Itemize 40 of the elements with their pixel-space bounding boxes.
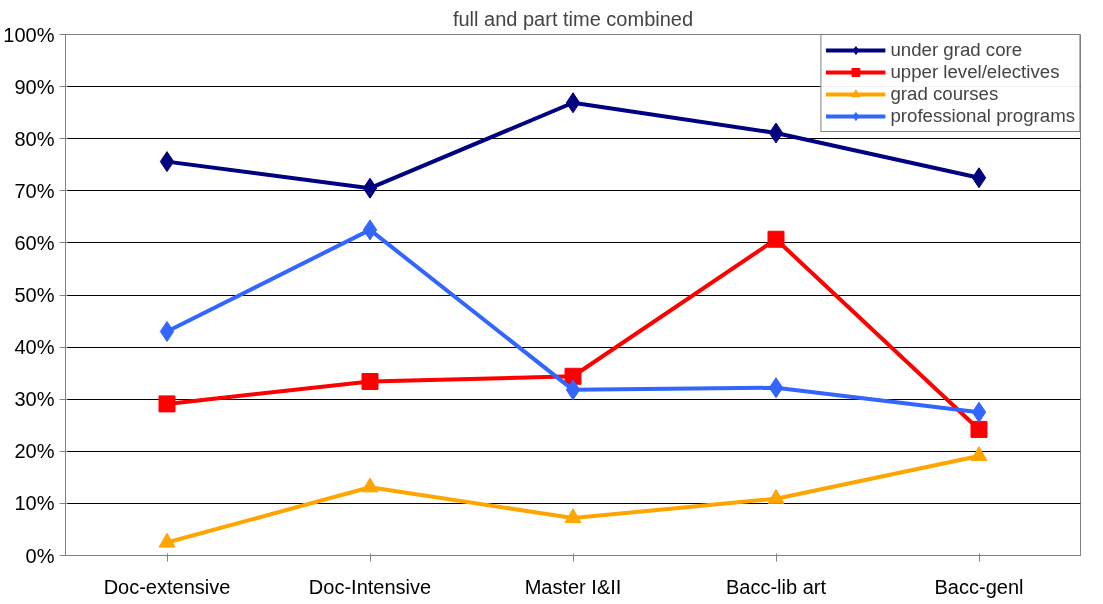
point xyxy=(971,167,987,189)
point xyxy=(362,219,378,241)
point xyxy=(768,122,784,144)
legend-label: grad courses xyxy=(890,83,999,105)
legend-label: under grad core xyxy=(890,39,1023,61)
y-tick-label: 30% xyxy=(14,388,55,411)
point xyxy=(971,401,987,423)
x-tick-label: Bacc-genl xyxy=(934,575,1024,598)
y-tick-label: 20% xyxy=(14,440,55,463)
x-tick-label: Master I&II xyxy=(524,575,622,598)
y-tick-label: 40% xyxy=(14,336,55,359)
point xyxy=(565,92,581,114)
point xyxy=(158,395,176,413)
y-tick-label: 50% xyxy=(14,284,55,306)
point xyxy=(767,230,785,248)
point xyxy=(565,379,581,401)
point xyxy=(564,508,582,524)
point xyxy=(158,532,176,548)
legend-label: professional programs xyxy=(890,105,1075,127)
chart-title: full and part time combined xyxy=(452,7,694,30)
y-tick-label: 0% xyxy=(25,544,55,567)
point xyxy=(970,446,988,462)
point xyxy=(361,372,379,390)
point xyxy=(362,177,378,199)
y-tick-label: 10% xyxy=(14,492,55,515)
point xyxy=(768,377,784,399)
y-tick-label: 100% xyxy=(3,23,55,46)
y-tick-label: 70% xyxy=(14,179,55,202)
legend-label: upper level/electives xyxy=(890,61,1060,83)
y-tick-label: 90% xyxy=(14,75,55,98)
x-tick-label: Doc-Intensive xyxy=(308,575,432,598)
point xyxy=(159,151,175,173)
point xyxy=(159,320,175,342)
point xyxy=(361,477,379,493)
point xyxy=(970,420,988,438)
x-tick-label: Doc-extensive xyxy=(103,575,231,598)
y-tick-label: 80% xyxy=(14,127,55,150)
x-tick-label: Bacc-lib art xyxy=(725,575,827,598)
y-tick-label: 60% xyxy=(14,231,55,254)
point xyxy=(767,488,785,504)
